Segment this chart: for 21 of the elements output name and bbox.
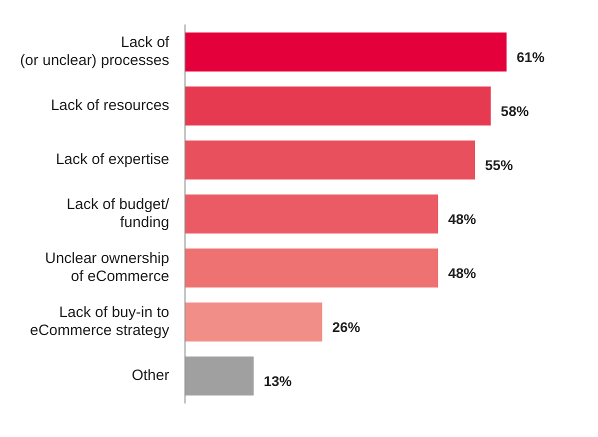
y-tick-label: Other (132, 367, 170, 384)
data-label: 48% (448, 210, 477, 227)
bar (185, 86, 491, 126)
data-label: 13% (264, 372, 292, 389)
y-tick-label: Lack of expertise (56, 151, 170, 168)
bar (185, 248, 438, 288)
y-tick-label: Unclear ownership of eCommerce (44, 250, 170, 286)
data-label: 48% (448, 264, 477, 281)
bar (185, 32, 507, 72)
bar (185, 356, 254, 396)
y-tick-label: Lack of (or unclear) processes (20, 34, 170, 70)
bar (185, 140, 475, 180)
data-label: 55% (484, 156, 514, 173)
bar (185, 302, 322, 342)
data-label: 26% (332, 318, 361, 335)
bar (185, 194, 438, 234)
y-tick-label: Lack of buy-in to eCommerce strategy (30, 304, 170, 340)
data-label: 61% (516, 48, 546, 65)
y-tick-label: Lack of resources (50, 97, 170, 114)
data-label: 58% (500, 102, 530, 119)
y-tick-label: Lack of budget/ funding (66, 196, 170, 232)
